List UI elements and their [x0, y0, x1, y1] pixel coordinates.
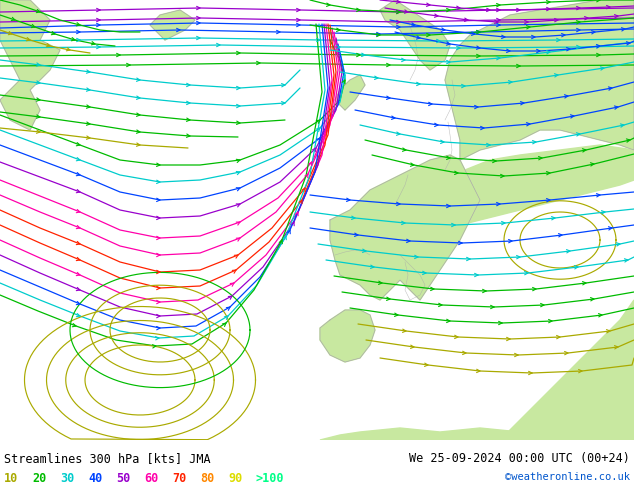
Text: >100: >100 [256, 472, 285, 485]
Polygon shape [320, 428, 634, 440]
Text: 20: 20 [32, 472, 46, 485]
Text: 80: 80 [200, 472, 214, 485]
Polygon shape [415, 145, 634, 240]
Text: 90: 90 [228, 472, 242, 485]
Text: We 25-09-2024 00:00 UTC (00+24): We 25-09-2024 00:00 UTC (00+24) [409, 452, 630, 465]
Polygon shape [445, 0, 634, 160]
Polygon shape [335, 75, 365, 110]
Polygon shape [0, 0, 60, 130]
Polygon shape [380, 0, 450, 70]
Text: 10: 10 [4, 472, 18, 485]
Polygon shape [150, 10, 195, 40]
Text: 60: 60 [144, 472, 158, 485]
Text: ©weatheronline.co.uk: ©weatheronline.co.uk [505, 472, 630, 482]
Text: 70: 70 [172, 472, 186, 485]
Polygon shape [500, 300, 634, 440]
Text: 50: 50 [116, 472, 130, 485]
Text: Streamlines 300 hPa [kts] JMA: Streamlines 300 hPa [kts] JMA [4, 452, 210, 465]
Polygon shape [330, 155, 480, 300]
Text: 30: 30 [60, 472, 74, 485]
Polygon shape [320, 310, 375, 362]
Text: 40: 40 [88, 472, 102, 485]
